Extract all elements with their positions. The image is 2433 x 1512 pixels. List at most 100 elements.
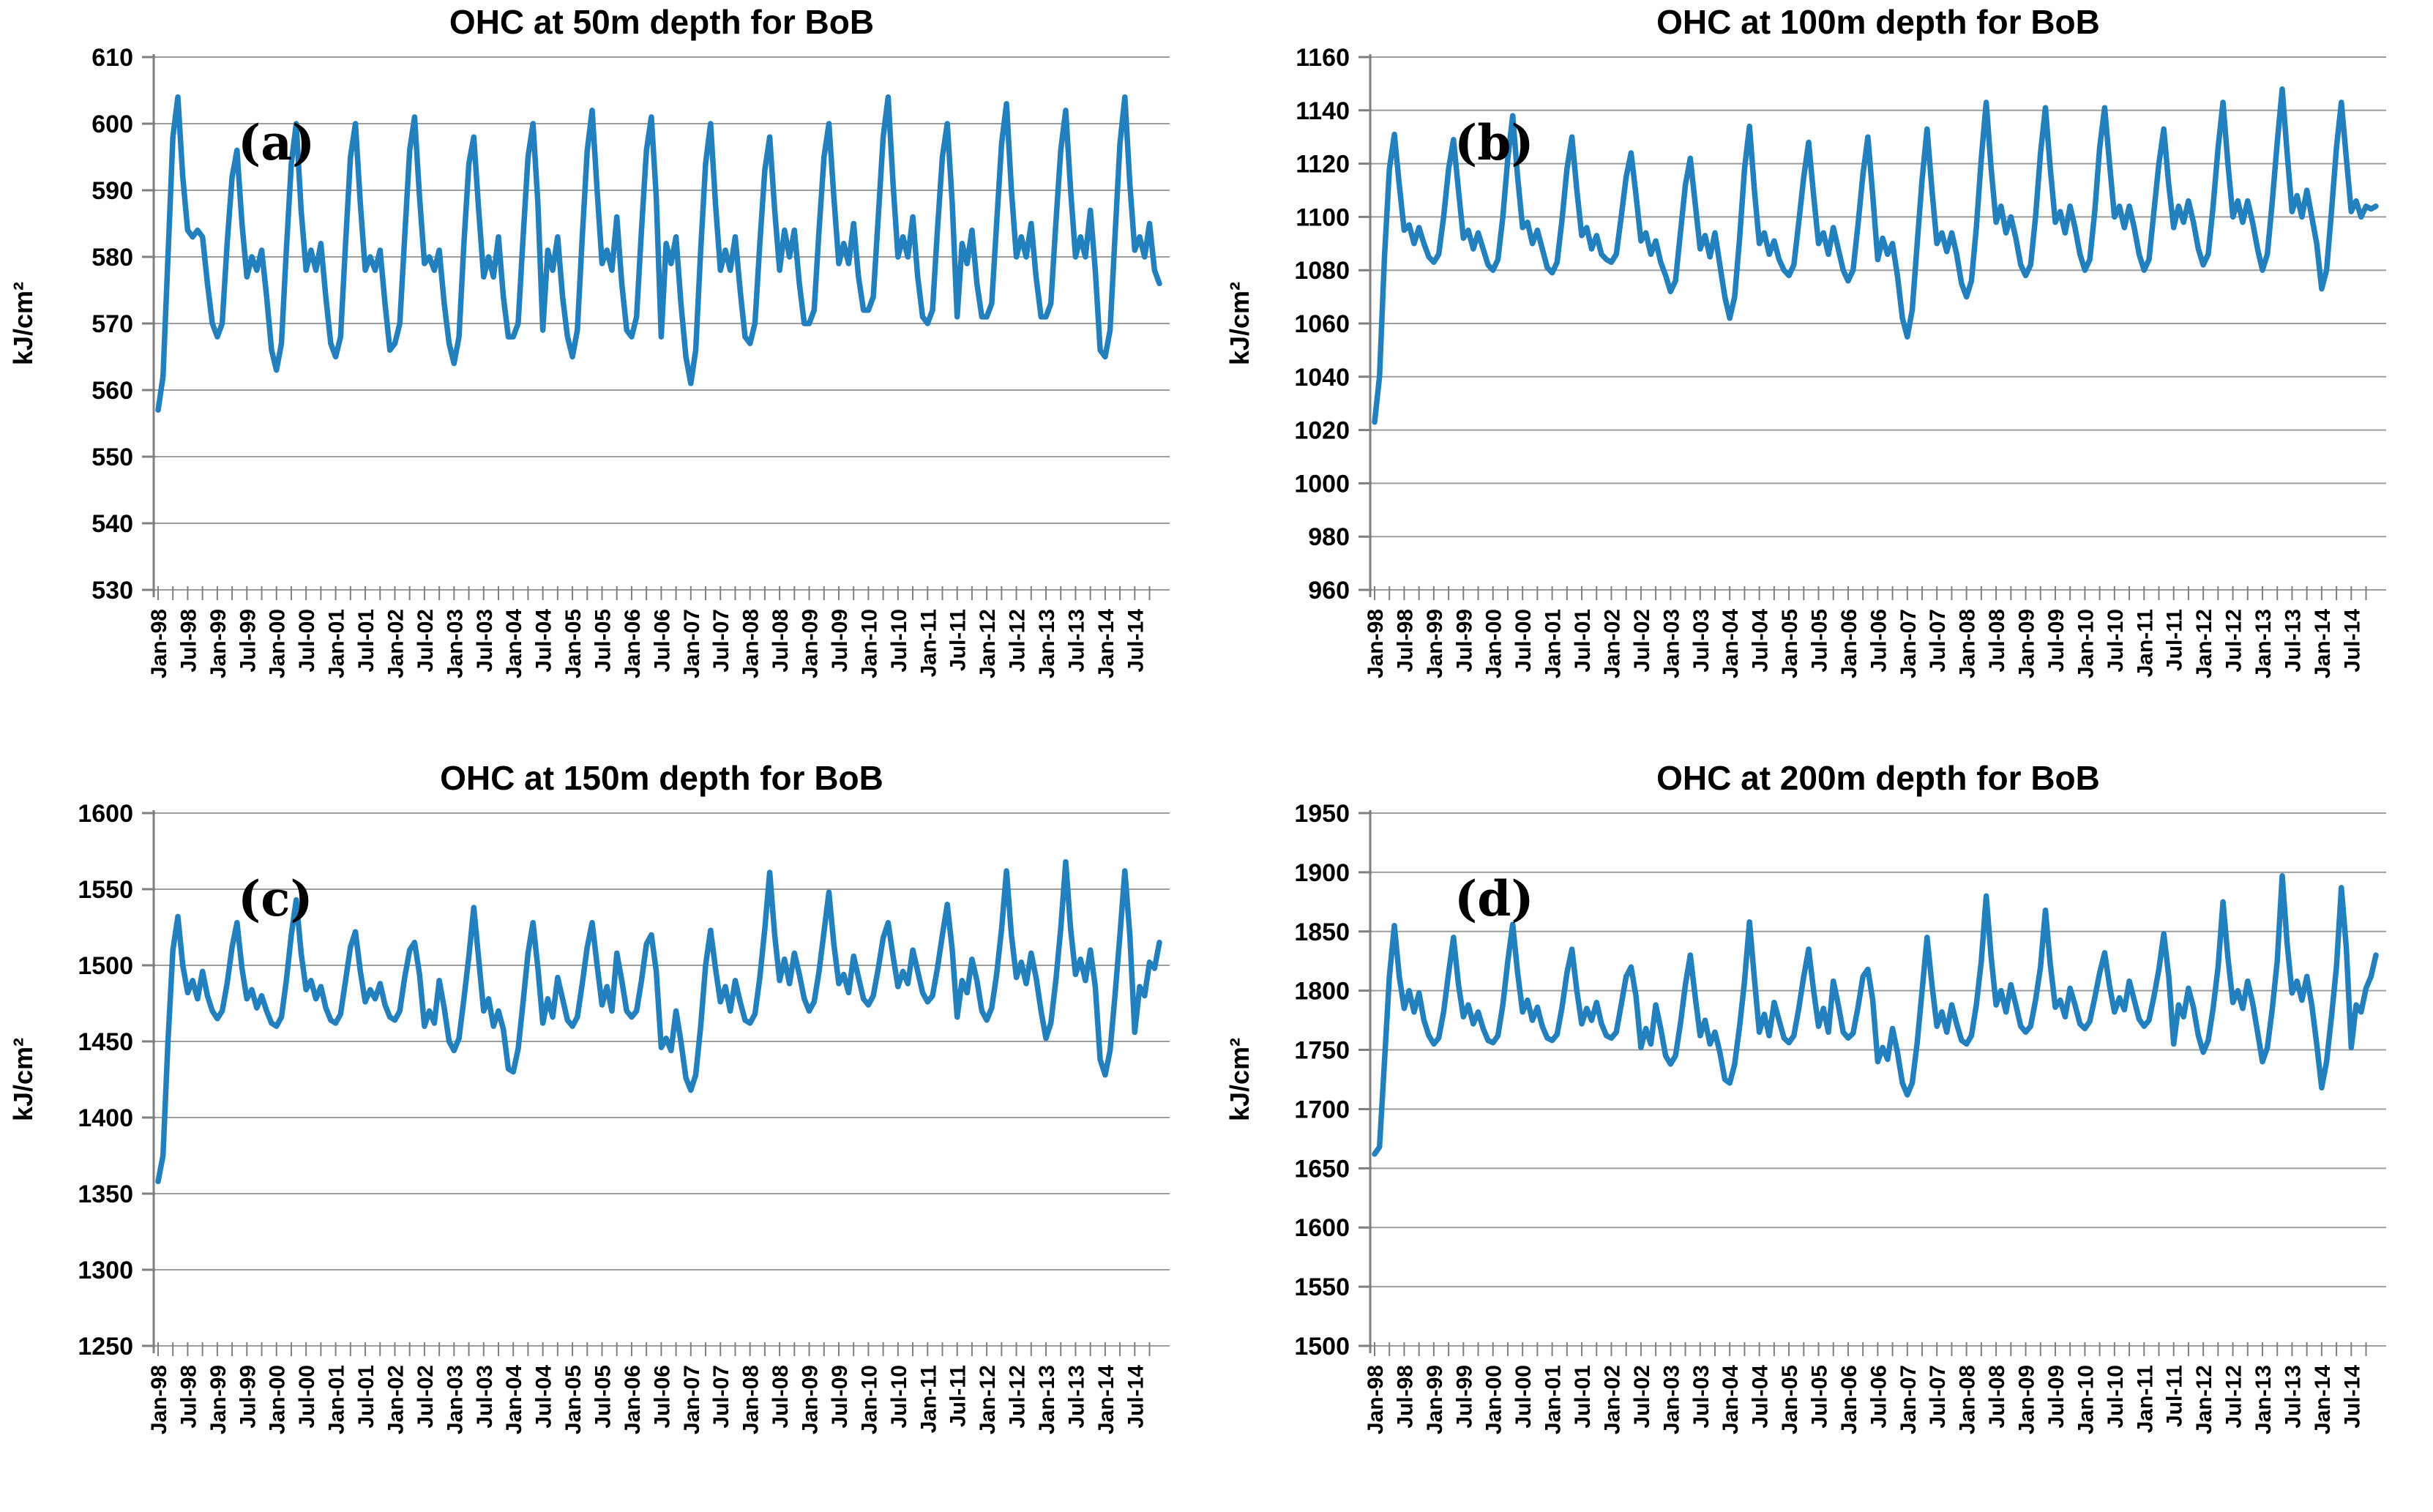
y-tick-label: 1800: [1294, 978, 1350, 1006]
x-tick-label: Jan-99: [1423, 1365, 1447, 1434]
x-tick-label: Jul-11: [2163, 609, 2187, 671]
x-tick-label: Jul-06: [650, 609, 674, 673]
x-tick-label: Jul-00: [1511, 609, 1536, 673]
x-tick-label: Jul-13: [2281, 1365, 2305, 1429]
x-tick-label: Jan-07: [680, 1365, 704, 1434]
chart-panel-a: OHC at 50m depth for BoB 530 540 550 560 570…: [0, 0, 1216, 756]
y-tick-label: 1550: [78, 876, 133, 904]
x-tick-label: Jul-01: [1571, 1365, 1595, 1429]
x-tick-label: Jan-08: [739, 1365, 763, 1434]
panel-letter: (d): [1454, 870, 1534, 927]
y-tick-label: 1160: [1296, 44, 1350, 72]
x-tick-label: Jul-08: [1985, 1365, 2009, 1429]
x-tick-labels: Jan-98 Jul-98 Jan-99 Jul-99 Jan-00 Jul-00 Jan-…: [147, 1365, 1148, 1434]
x-tick-label: Jan-13: [1035, 1365, 1059, 1434]
panel-letter: (c): [238, 870, 313, 927]
x-tick-label: Jul-11: [2163, 1365, 2187, 1427]
x-tick-label: Jan-14: [1094, 609, 1118, 678]
x-tick-label: Jan-98: [147, 1365, 171, 1434]
x-tick-label: Jul-06: [1866, 1365, 1891, 1429]
x-tick-label: Jan-00: [266, 609, 290, 678]
x-tick-label: Jan-06: [621, 1365, 645, 1434]
x-tick-labels: Jan-98 Jul-98 Jan-99 Jul-99 Jan-00 Jul-00 Jan-…: [1364, 1365, 2364, 1434]
x-tick-label: Jul-05: [591, 1365, 616, 1429]
chart-panel-c: OHC at 150m depth for BoB 1250 1300 1350 14…: [0, 756, 1216, 1512]
y-tick-label: 1550: [1294, 1273, 1350, 1301]
x-tick-label: Jan-09: [2015, 609, 2039, 678]
y-tick-label: 980: [1308, 523, 1350, 551]
panel-letter: (a): [238, 114, 315, 171]
x-tick-label: Jul-08: [769, 609, 793, 673]
x-tick-label: Jul-09: [828, 1365, 852, 1429]
x-tick-label: Jul-03: [473, 1365, 497, 1429]
y-tick-label: 1400: [78, 1104, 133, 1132]
y-tick-label: 1120: [1296, 151, 1350, 179]
x-tick-label: Jul-07: [709, 1365, 733, 1429]
x-tick-label: Jan-12: [2192, 1365, 2216, 1434]
x-tick-label: Jul-04: [532, 609, 556, 673]
x-tick-label: Jan-05: [1778, 609, 1802, 678]
x-tick-label: Jan-98: [147, 609, 171, 678]
y-axis-unit-label: kJ/cm²: [8, 282, 38, 365]
x-tick-label: Jul-14: [1124, 609, 1148, 673]
y-tick-label: 610: [91, 44, 133, 72]
y-tick-label: 1900: [1294, 859, 1350, 887]
x-tick-label: Jul-10: [887, 1365, 911, 1429]
gridlines: [1358, 56, 2386, 591]
x-tick-label: Jul-10: [2104, 1365, 2128, 1429]
y-tick-label: 560: [91, 377, 133, 405]
x-tick-label: Jan-07: [680, 609, 704, 678]
chart-title: OHC at 150m depth for BoB: [440, 759, 883, 797]
y-tick-label: 1700: [1294, 1096, 1350, 1123]
x-tick-label: Jan-05: [1778, 1365, 1802, 1434]
x-tick-label: Jan-07: [1896, 1365, 1921, 1434]
chart-panel-b: OHC at 100m depth for BoB 960 980 1000 1020…: [1216, 0, 2433, 756]
chart-title: OHC at 100m depth for BoB: [1656, 3, 2100, 41]
x-tick-label: Jul-01: [1571, 609, 1595, 673]
x-tick-label: Jan-02: [1600, 1365, 1624, 1434]
x-tick-label: Jul-04: [1749, 609, 1773, 673]
y-tick-label: 1040: [1294, 364, 1350, 392]
x-tick-label: Jul-01: [354, 609, 378, 673]
x-tick-label: Jul-13: [2281, 609, 2305, 673]
x-tick-label: Jul-02: [1630, 609, 1654, 673]
chart-title: OHC at 200m depth for BoB: [1656, 759, 2100, 797]
x-tick-label: Jan-03: [1659, 609, 1683, 678]
x-tick-label: Jul-12: [1006, 1365, 1030, 1429]
x-tick-label: Jul-08: [1985, 609, 2009, 673]
x-tick-marks: [1374, 1342, 2367, 1356]
x-tick-label: Jan-07: [1896, 609, 1921, 678]
x-tick-marks: [1374, 586, 2367, 600]
x-tick-label: Jul-05: [591, 609, 616, 673]
x-tick-label: Jan-06: [1837, 609, 1861, 678]
x-tick-label: Jan-13: [1035, 609, 1059, 678]
x-tick-label: Jan-08: [1956, 1365, 1980, 1434]
x-tick-label: Jul-11: [946, 609, 971, 671]
x-tick-label: Jan-01: [1541, 609, 1566, 678]
y-tick-label: 1600: [1294, 1214, 1350, 1242]
y-tick-label: 1500: [1294, 1333, 1350, 1361]
y-axis-unit-label: kJ/cm²: [1225, 282, 1255, 365]
data-line: [155, 858, 1162, 1185]
x-tick-label: Jul-98: [176, 1365, 201, 1429]
y-tick-label: 1000: [1294, 470, 1350, 498]
x-tick-labels: Jan-98 Jul-98 Jan-99 Jul-99 Jan-00 Jul-00 Jan-…: [1364, 609, 2364, 678]
y-tick-labels: 960 980 1000 1020 1040 1060 1080 1100 1120 1140 11…: [1294, 44, 1350, 605]
x-tick-label: Jan-09: [799, 1365, 823, 1434]
x-tick-label: Jan-14: [1094, 1365, 1118, 1434]
x-tick-label: Jan-08: [1956, 609, 1980, 678]
x-tick-label: Jul-99: [1452, 1365, 1476, 1429]
x-tick-label: Jul-03: [1689, 609, 1713, 673]
y-tick-label: 1100: [1296, 203, 1350, 231]
y-tick-label: 530: [91, 577, 133, 605]
x-tick-label: Jan-12: [976, 609, 1000, 678]
x-tick-label: Jul-98: [1393, 1365, 1417, 1429]
y-tick-label: 960: [1308, 577, 1350, 605]
x-tick-label: Jul-03: [473, 609, 497, 673]
x-tick-label: Jul-98: [176, 609, 201, 673]
x-tick-label: Jan-10: [857, 609, 881, 678]
x-tick-label: Jan-06: [1837, 1365, 1861, 1434]
panel-letter: (b): [1454, 114, 1534, 171]
x-tick-label: Jul-06: [1866, 609, 1891, 673]
x-tick-label: Jan-02: [384, 1365, 408, 1434]
